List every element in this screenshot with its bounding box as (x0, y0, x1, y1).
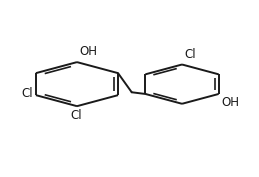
Text: Cl: Cl (22, 87, 33, 100)
Text: Cl: Cl (185, 48, 196, 61)
Text: OH: OH (221, 96, 239, 109)
Text: OH: OH (80, 45, 98, 58)
Text: Cl: Cl (70, 109, 82, 122)
